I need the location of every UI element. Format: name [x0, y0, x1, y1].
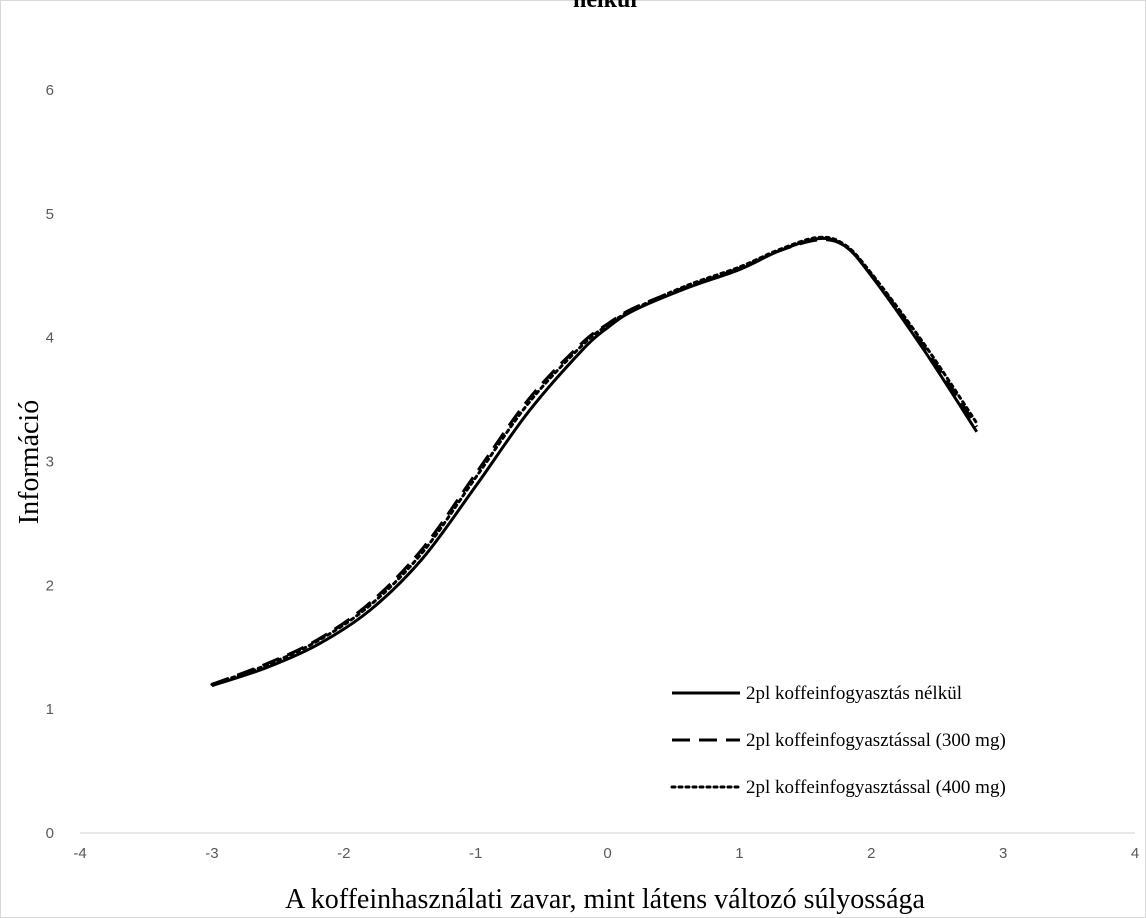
- y-tick-label: 4: [46, 330, 54, 347]
- legend-label: 2pl koffeinfogyasztással (300 mg): [746, 730, 1006, 751]
- y-tick-label: 5: [46, 206, 54, 223]
- series-lines: [210, 235, 979, 688]
- series-line-dotted: [210, 235, 979, 686]
- y-tick-label: 2: [46, 577, 54, 594]
- legend-label: 2pl koffeinfogyasztással (400 mg): [746, 777, 1006, 798]
- x-tick-label: 4: [1131, 845, 1139, 862]
- x-tick-label: 2: [867, 845, 875, 862]
- y-axis-title: Információ: [14, 400, 45, 524]
- y-tick-label: 3: [46, 454, 54, 471]
- y-tick-label: 0: [46, 825, 54, 842]
- x-tick-label: -1: [469, 845, 482, 862]
- x-tick-label: -4: [73, 845, 86, 862]
- series-line-solid: [211, 236, 979, 688]
- x-tick-labels: -4 -3 -2 -1 0 1 2 3 4: [73, 845, 1139, 862]
- x-tick-label: 3: [999, 845, 1007, 862]
- x-tick-label: -2: [337, 845, 350, 862]
- legend-label: 2pl koffeinfogyasztás nélkül: [746, 683, 962, 704]
- x-tick-label: 1: [735, 845, 743, 862]
- y-tick-label: 1: [46, 701, 54, 718]
- chart-title: nélkül: [573, 0, 637, 13]
- x-tick-label: 0: [603, 845, 611, 862]
- series-line-dashed: [211, 238, 979, 686]
- x-axis-title: A koffeinhasználati zavar, mint látens v…: [285, 884, 925, 915]
- y-tick-labels: 0 1 2 3 4 5 6: [46, 82, 54, 842]
- legend: 2pl koffeinfogyasztás nélkül 2pl koffeinf…: [670, 683, 1006, 798]
- y-tick-label: 6: [46, 82, 54, 99]
- x-tick-label: -3: [205, 845, 218, 862]
